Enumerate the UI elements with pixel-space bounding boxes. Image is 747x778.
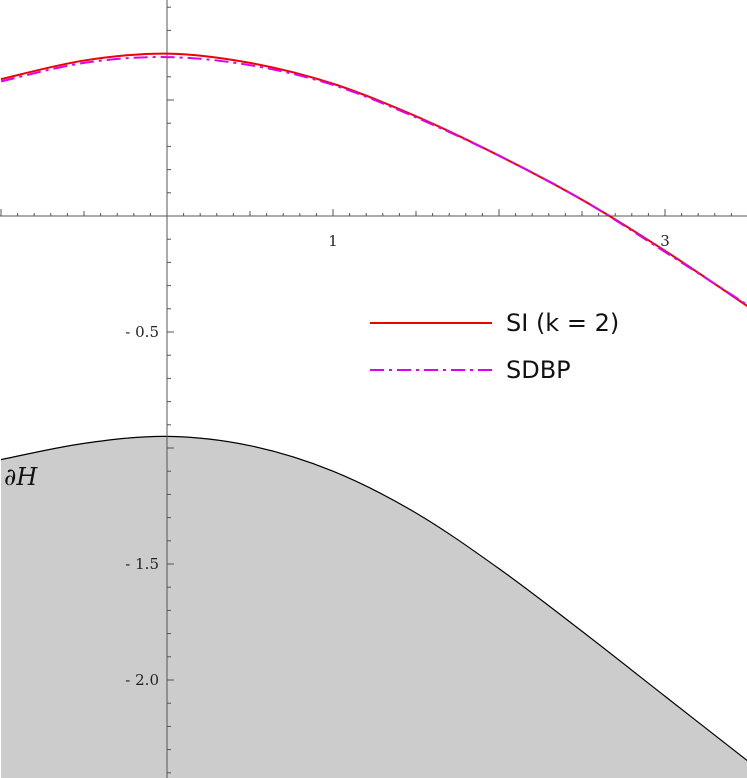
region-fill xyxy=(1,436,747,778)
legend-label: SI (k = 2) xyxy=(506,309,619,337)
series-line-si xyxy=(0,52,747,308)
x-tick-label: 1 xyxy=(328,232,338,250)
x-tick-label: 3 xyxy=(660,232,670,250)
region-layer: ∂H xyxy=(0,435,747,778)
y-tick-label: - 2.0 xyxy=(125,671,159,689)
series-line-sdbp xyxy=(0,56,747,306)
y-tick-label: - 0.5 xyxy=(125,323,159,341)
series-layer xyxy=(0,52,747,308)
y-tick-label: - 1.5 xyxy=(125,555,159,573)
region-boundary-line xyxy=(0,435,747,762)
region-label: ∂H xyxy=(4,463,38,491)
legend: SI (k = 2) SDBP xyxy=(370,309,619,384)
legend-label: SDBP xyxy=(506,356,571,384)
